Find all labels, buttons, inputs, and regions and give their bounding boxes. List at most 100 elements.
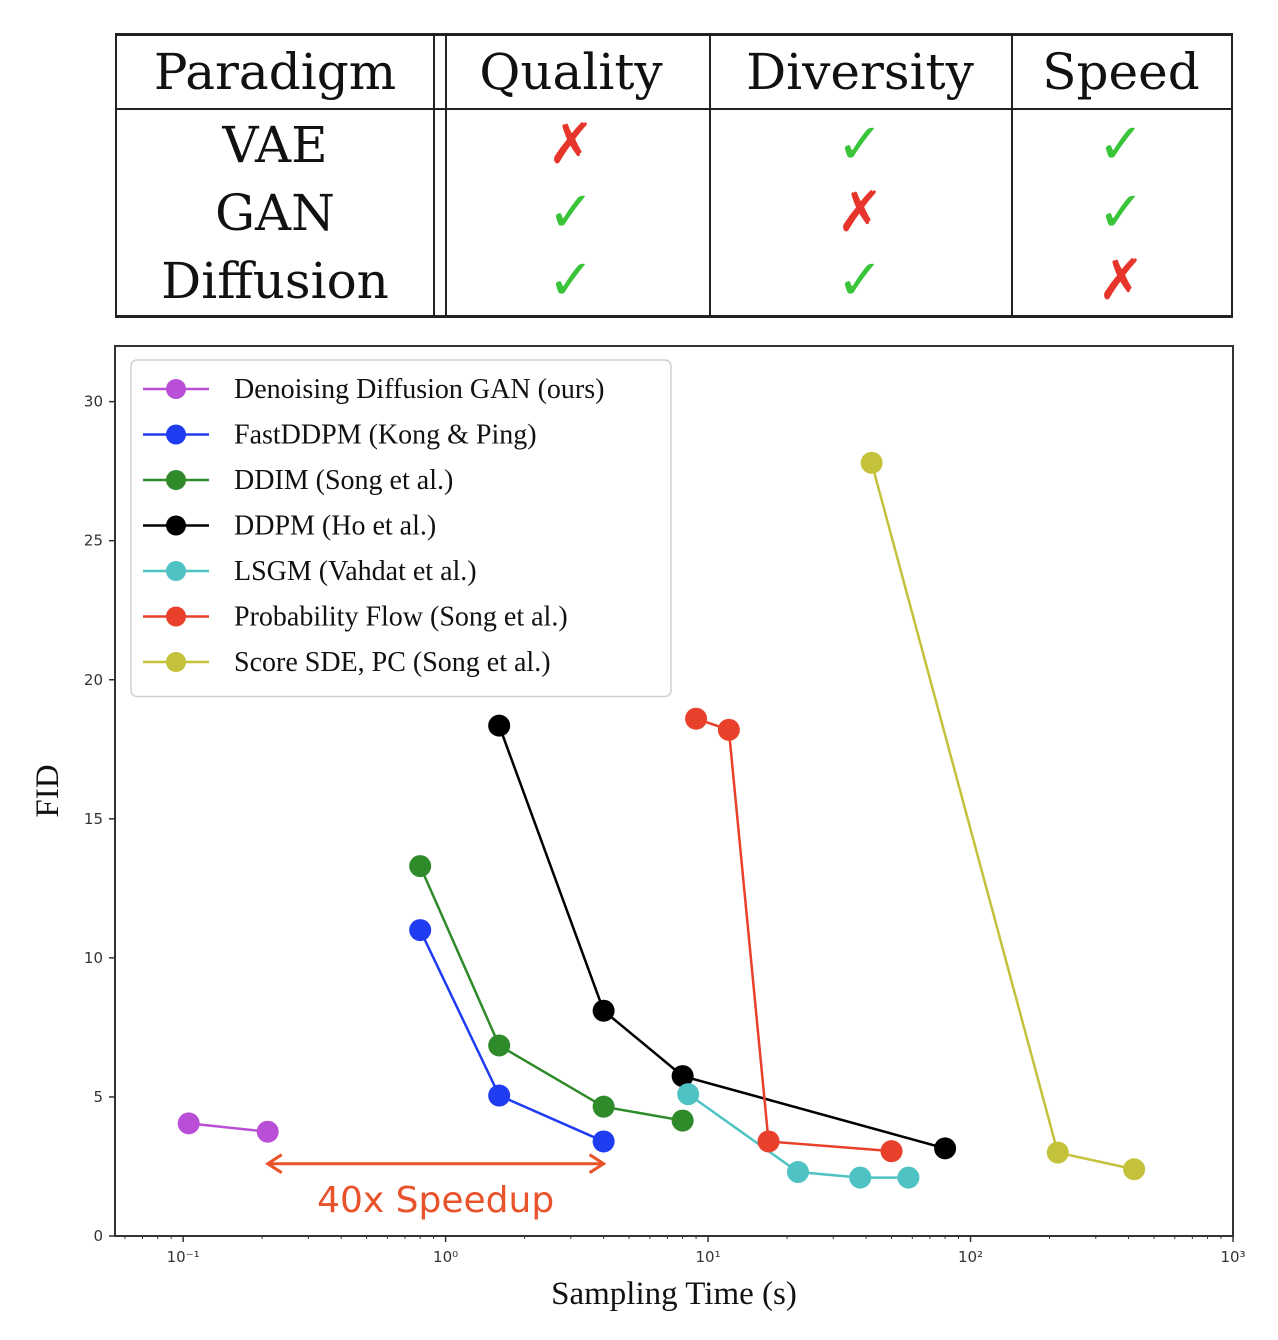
data-point <box>409 919 432 942</box>
series-line <box>188 1122 268 1133</box>
legend-label: DDPM (Ho et al.) <box>234 511 436 542</box>
header-quality: Quality <box>479 43 663 101</box>
data-point <box>897 1166 920 1189</box>
legend-marker <box>166 379 186 399</box>
x-tick-label: 10⁰ <box>433 1248 458 1266</box>
data-point <box>786 1161 809 1184</box>
y-tick-label: 5 <box>93 1088 103 1106</box>
legend-label: FastDDPM (Kong & Ping) <box>234 420 537 451</box>
annotation-layer: 40x Speedup <box>264 1153 607 1221</box>
x-tick-label: 10¹ <box>696 1248 721 1266</box>
series-line <box>419 865 683 1122</box>
y-tick-label: 30 <box>84 393 103 411</box>
check-icon: ✓ <box>547 248 595 313</box>
x-tick-label: 10³ <box>1220 1248 1245 1266</box>
plot-frame <box>114 345 1234 1237</box>
table-header-row: Paradigm Quality Diversity Speed <box>117 36 1231 110</box>
speedup-label: 40x Speedup <box>317 1180 554 1221</box>
legend-item: Probability Flow (Song et al.) <box>143 602 568 633</box>
paradigm-cell: VAE <box>222 116 328 174</box>
data-point <box>409 855 432 878</box>
y-tick-label: 0 <box>93 1227 103 1245</box>
legend-item: Denoising Diffusion GAN (ours) <box>143 374 604 405</box>
y-axis-label: FID <box>30 764 66 817</box>
series-line <box>687 1093 909 1179</box>
series-5 <box>685 707 903 1163</box>
column-divider <box>433 36 435 315</box>
y-tick-label: 25 <box>84 532 103 550</box>
legend-marker <box>166 515 186 536</box>
legend: Denoising Diffusion GAN (ours) FastDDPM (… <box>130 359 672 698</box>
data-point <box>592 999 615 1022</box>
legend-marker <box>166 606 186 627</box>
y-tick-label: 10 <box>84 949 103 967</box>
data-point <box>860 451 883 474</box>
header-speed: Speed <box>1042 43 1200 101</box>
data-point <box>880 1140 903 1163</box>
comparison-table: Paradigm Quality Diversity Speed VAE ✗ ✓… <box>115 33 1233 318</box>
series-6 <box>860 451 1146 1181</box>
header-diversity: Diversity <box>746 43 974 101</box>
cross-icon: ✗ <box>1097 248 1145 313</box>
y-tick-label: 15 <box>84 810 103 828</box>
paradigm-cell: GAN <box>215 184 335 242</box>
cross-icon: ✗ <box>836 180 884 245</box>
legend-label: Score SDE, PC (Song et al.) <box>234 647 551 678</box>
data-point <box>488 714 511 737</box>
data-point <box>717 718 740 741</box>
data-point <box>677 1083 700 1106</box>
data-point <box>1123 1158 1146 1181</box>
series-line <box>498 725 946 1150</box>
arrow-head-left <box>264 1153 283 1174</box>
x-tick-label: 10² <box>958 1248 983 1266</box>
legend-label: LSGM (Vahdat et al.) <box>234 556 477 587</box>
y-tick-label: 20 <box>84 671 103 689</box>
data-point <box>592 1130 615 1153</box>
arrow-head-right <box>588 1153 607 1174</box>
table-row: VAE ✗ ✓ ✓ <box>117 110 1231 180</box>
legend-box <box>130 359 672 698</box>
data-point <box>488 1034 511 1057</box>
series-layer <box>177 451 1146 1189</box>
series-2 <box>409 855 694 1132</box>
legend-label: Probability Flow (Song et al.) <box>234 602 568 633</box>
series-1 <box>409 919 615 1153</box>
series-0 <box>177 1112 279 1143</box>
legend-item: FastDDPM (Kong & Ping) <box>143 420 537 451</box>
x-tick-label: 10⁻¹ <box>167 1248 200 1266</box>
legend-item: DDIM (Song et al.) <box>143 465 453 496</box>
series-line <box>695 717 892 1153</box>
series-4 <box>677 1083 920 1189</box>
x-axis-label: Sampling Time (s) <box>551 1276 797 1312</box>
cross-icon: ✗ <box>547 112 595 177</box>
table-row: Diffusion ✓ ✓ ✗ <box>117 246 1231 316</box>
legend-label: Denoising Diffusion GAN (ours) <box>234 374 604 405</box>
paradigm-cell: Diffusion <box>161 252 389 310</box>
series-3 <box>488 714 957 1160</box>
data-point <box>685 707 708 730</box>
check-icon: ✓ <box>1097 180 1145 245</box>
check-icon: ✓ <box>547 180 595 245</box>
data-point <box>671 1109 694 1132</box>
legend-item: Score SDE, PC (Song et al.) <box>143 647 551 678</box>
column-divider <box>445 36 447 315</box>
column-divider <box>709 36 711 315</box>
legend-item: LSGM (Vahdat et al.) <box>143 556 477 587</box>
fid-vs-sampling-time-chart: 0 5 10 15 20 25 30 10⁻¹ 10⁰ 10¹ 10² 10³ Sampling Ti… <box>30 345 1246 1312</box>
legend-marker <box>166 561 186 581</box>
data-point <box>592 1095 615 1118</box>
table-row: GAN ✓ ✗ ✓ <box>117 178 1231 248</box>
data-point <box>671 1065 694 1088</box>
legend-label: DDIM (Song et al.) <box>234 465 453 496</box>
header-paradigm: Paradigm <box>153 43 397 101</box>
series-line <box>870 462 1135 1171</box>
axis-ticks: 0 5 10 15 20 25 30 10⁻¹ 10⁰ 10¹ 10² 10³ <box>84 393 1246 1266</box>
check-icon: ✓ <box>836 248 884 313</box>
column-divider <box>1011 36 1013 315</box>
legend-item: DDPM (Ho et al.) <box>143 511 436 542</box>
legend-marker <box>166 424 186 445</box>
legend-marker <box>166 470 186 490</box>
data-point <box>757 1130 780 1153</box>
series-line <box>419 929 605 1143</box>
data-point <box>934 1137 957 1160</box>
